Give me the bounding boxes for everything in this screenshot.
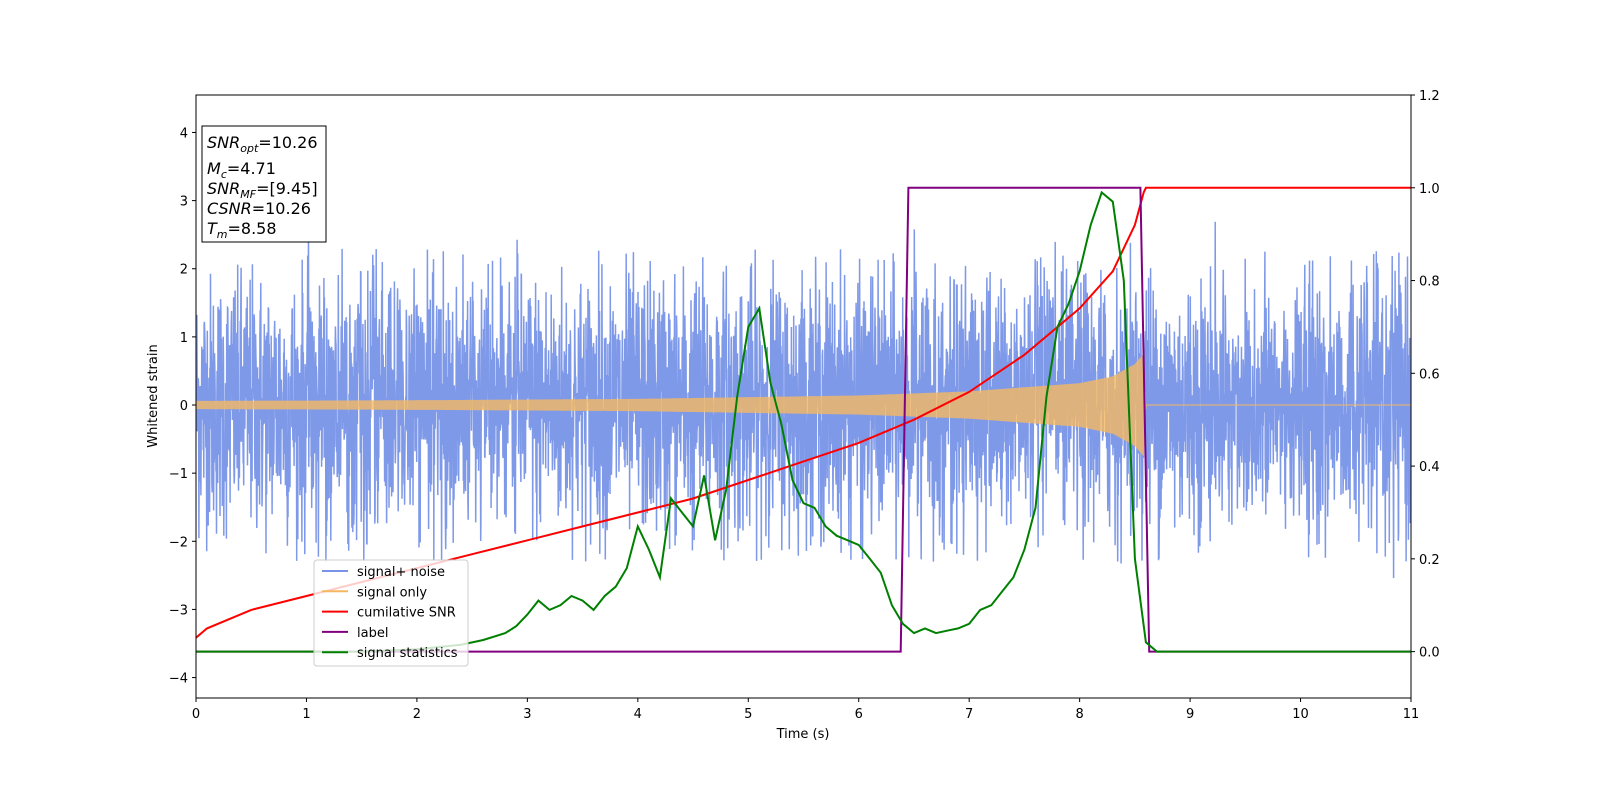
y-right-tick-label: 0.4 [1419, 460, 1440, 475]
y-axis-left: −4 −3 −2 −1 0 1 2 3 4 [169, 126, 196, 687]
x-tick-label: 0 [192, 707, 200, 722]
x-tick-label: 5 [744, 707, 752, 722]
info-snr-mf: SNRMF=[9.45] [207, 179, 318, 201]
y-right-tick-label: 1.0 [1419, 182, 1440, 197]
x-tick-label: 6 [855, 707, 863, 722]
y-left-tick-label: −2 [169, 535, 188, 550]
x-tick-label: 10 [1292, 707, 1309, 722]
x-tick-label: 8 [1075, 707, 1083, 722]
y-left-tick-label: 3 [180, 195, 188, 210]
legend: signal+ noise signal only cumilative SNR la… [313, 559, 469, 667]
y-left-tick-label: −4 [169, 672, 188, 687]
legend-label: cumilative SNR [357, 606, 456, 621]
legend-label: signal statistics [357, 646, 458, 661]
y-axis-label: Whitened strain [146, 344, 161, 447]
x-tick-label: 1 [302, 707, 310, 722]
info-tm: Tm=8.58 [207, 219, 277, 241]
info-csnr: CSNR=10.26 [207, 199, 311, 218]
x-tick-label: 7 [965, 707, 973, 722]
y-right-tick-label: 0.0 [1419, 646, 1440, 661]
legend-frame [313, 559, 469, 667]
series-signal-only [196, 353, 1411, 456]
x-tick-label: 2 [413, 707, 421, 722]
y-left-tick-label: 4 [180, 126, 188, 141]
legend-label: signal+ noise [357, 565, 445, 580]
info-snr-opt: SNRopt=10.26 [207, 133, 318, 155]
y-right-tick-label: 0.2 [1419, 553, 1440, 568]
legend-label: label [357, 626, 388, 641]
series-signal-statistics [196, 190, 1411, 653]
x-tick-label: 3 [523, 707, 531, 722]
legend-label: signal only [357, 585, 427, 600]
y-right-tick-label: 1.2 [1419, 89, 1440, 104]
y-left-tick-label: −1 [169, 467, 188, 482]
y-left-tick-label: 0 [180, 399, 188, 414]
x-tick-label: 9 [1186, 707, 1194, 722]
info-box: SNRopt=10.26 Mc=4.71 SNRMF=[9.45] CSNR=1… [201, 125, 327, 243]
plot-frame [195, 94, 1412, 699]
y-left-tick-label: 1 [180, 331, 188, 346]
y-axis-right: 0.0 0.2 0.4 0.6 0.8 1.0 1.2 [1411, 89, 1440, 661]
y-left-tick-label: −3 [169, 603, 188, 618]
x-tick-label: 11 [1403, 707, 1420, 722]
y-right-tick-label: 0.8 [1419, 275, 1440, 290]
x-axis: 0 1 2 3 4 5 6 7 8 9 10 11 [192, 698, 1419, 722]
y-left-tick-label: 2 [180, 263, 188, 278]
info-mc: Mc=4.71 [207, 159, 276, 181]
x-axis-label: Time (s) [776, 727, 830, 742]
series-signal-noise [196, 221, 1411, 579]
y-right-tick-label: 0.6 [1419, 367, 1440, 382]
x-tick-label: 4 [634, 707, 642, 722]
